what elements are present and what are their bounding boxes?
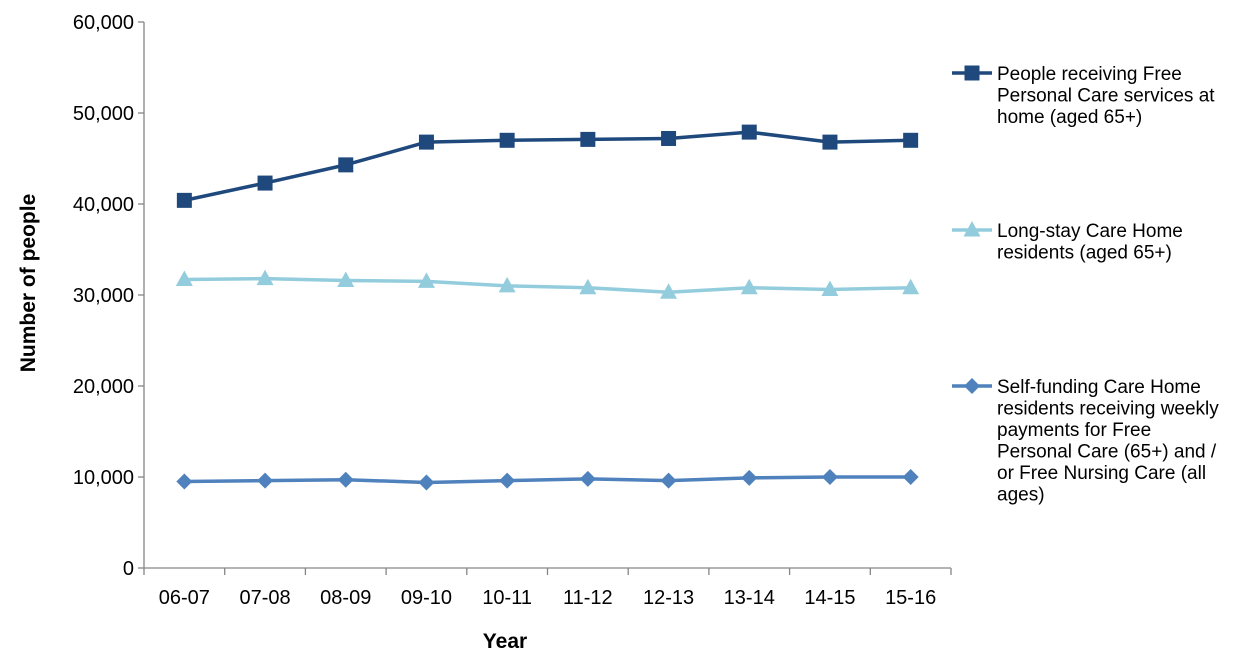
data-point [257,175,273,191]
legend-item-3: Self-funding Care Home residents receivin… [952,377,1219,506]
data-point [175,270,193,287]
data-point [499,472,516,489]
legend-label-line: People receiving Free [997,64,1182,85]
x-tick-label: 12-13 [643,587,694,609]
data-point [821,469,838,485]
data-point [418,474,435,491]
data-point [661,130,677,146]
data-point [579,470,596,487]
data-point [418,134,434,150]
x-tick-label: 10-11 [482,587,532,609]
legend-swatch-marker [963,221,981,237]
data-point [822,134,838,150]
data-point [499,132,515,148]
data-point [256,269,274,286]
legend-label-line: home (aged 65+) [997,107,1142,128]
y-tick-label: 20,000 [73,376,134,398]
legend-label-line: residents receiving weekly [997,399,1219,420]
legend-label-line: ages) [997,485,1045,506]
data-point [903,132,919,148]
y-tick-label: 0 [123,558,134,580]
data-point [338,157,354,173]
data-point [257,472,274,489]
data-point [176,473,193,490]
data-point [660,472,677,489]
y-tick-label: 60,000 [73,12,134,34]
legend-label-line: Long-stay Care Home [997,221,1183,242]
legend: People receiving Free Personal Care servi… [952,64,1219,506]
x-axis-title: Year [483,630,527,653]
data-point [498,276,516,293]
data-point [821,280,839,297]
data-point [580,131,596,147]
legend-label-line: or Free Nursing Care (all [997,463,1206,484]
series-3 [176,469,919,491]
series-2-line [184,276,911,295]
y-tick-label: 40,000 [73,194,134,216]
x-tick-label: 11-12 [563,587,613,609]
x-tick-label: 08-09 [320,587,371,609]
legend-swatch-marker [964,378,980,394]
y-axis-title: Number of people [17,194,40,373]
x-tick-label: 13-14 [724,587,775,609]
x-tick-label: 07-08 [239,587,290,609]
legend-label-line: payments for Free [997,420,1151,441]
legend-label-line: Self-funding Care Home [997,377,1201,398]
data-point [176,192,192,208]
data-point [579,278,597,295]
x-tick-label: 15-16 [885,587,936,609]
legend-label: Long-stay Care Home residents (aged 65+) [997,221,1183,264]
data-point [741,124,757,140]
x-tick-label: 06-07 [159,587,210,609]
data-point [740,278,758,295]
data-point [660,283,678,299]
x-tick-label: 09-10 [401,587,452,609]
y-tick-label: 30,000 [73,285,134,307]
data-point [902,469,919,485]
series-1-line [183,130,911,203]
series-layer [175,124,920,491]
series-1 [176,124,919,208]
y-tick-label: 50,000 [73,103,134,125]
legend-label: Self-funding Care Home residents receivin… [997,377,1219,506]
data-point [337,471,354,488]
legend-label-line: Personal Care (65+) and / [997,442,1217,463]
series-2 [175,269,920,299]
legend-label: People receiving Free Personal Care servi… [997,64,1215,128]
data-point [902,278,920,295]
legend-swatch-marker [964,65,980,81]
series-3-line [184,475,911,485]
data-point [741,469,758,486]
legend-label-line: residents (aged 65+) [997,243,1172,264]
legend-item-1: People receiving Free Personal Care servi… [952,64,1215,128]
legend-item-2: Long-stay Care Home residents (aged 65+) [952,221,1183,264]
x-axis-ticks: 06-07 07-08 08-09 09-10 10-11 11-12 12-13 13-14… [143,568,952,609]
y-axis-ticks: 0 10,000 20,000 30,000 40,000 50,000 60,000 [73,12,144,580]
data-point [337,271,355,287]
data-point [417,272,435,288]
y-tick-label: 10,000 [73,467,134,489]
legend-label-line: Personal Care services at [997,86,1215,107]
x-tick-label: 14-15 [804,587,855,609]
